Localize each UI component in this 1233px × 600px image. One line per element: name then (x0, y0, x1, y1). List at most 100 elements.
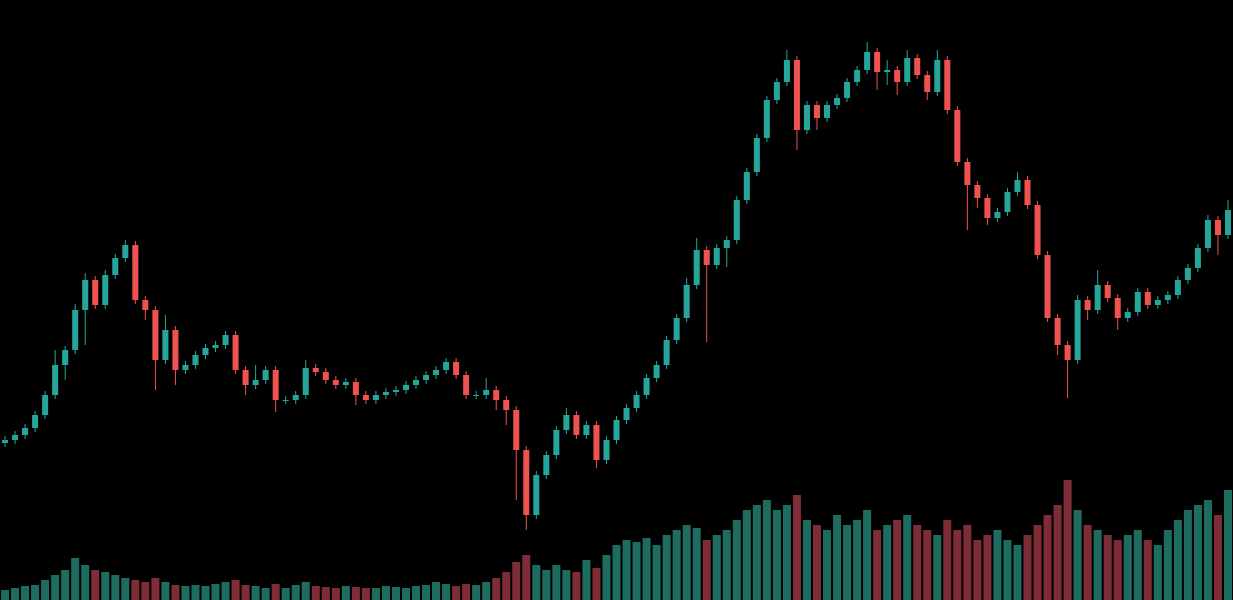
candle-body (894, 70, 901, 82)
volume-bar (973, 540, 982, 600)
volume-bar (271, 584, 280, 600)
candle-body (272, 370, 279, 400)
candle-body (803, 105, 810, 130)
candle-body (342, 382, 349, 385)
candle-body (1104, 285, 1111, 298)
volume-bar (51, 575, 60, 600)
candle-body (1164, 295, 1171, 300)
volume-bar (161, 582, 170, 600)
candle-body (483, 390, 490, 395)
volume-bar (1043, 515, 1052, 600)
volume-bar (1213, 515, 1222, 600)
candle-body (122, 245, 129, 258)
volume-bar (873, 530, 882, 600)
candle-body (503, 400, 510, 410)
volume-bar (762, 500, 771, 600)
candle-body (423, 375, 430, 380)
candle-body (753, 138, 760, 172)
candle-body (232, 335, 239, 370)
candle-body (292, 395, 299, 400)
volume-bar (221, 582, 230, 600)
volume-bar (602, 555, 611, 600)
candle-body (563, 415, 570, 430)
volume-bar (933, 535, 942, 600)
volume-bar (141, 582, 150, 600)
volume-bar (1033, 525, 1042, 600)
volume-bar (923, 530, 932, 600)
candle-body (22, 428, 29, 435)
candle-body (653, 365, 660, 378)
candle-body (262, 370, 269, 380)
candle-body (543, 455, 550, 475)
candle-body (984, 198, 991, 218)
candle-body (443, 362, 450, 370)
candle-body (252, 380, 259, 385)
candle-body (643, 378, 650, 395)
volume-bar (522, 555, 531, 600)
candle-body (1074, 300, 1081, 360)
volume-bar (351, 587, 360, 600)
candle-body (112, 258, 119, 275)
candle-body (553, 430, 560, 455)
candle-body (583, 425, 590, 435)
candle-body (864, 52, 871, 70)
volume-bar (682, 525, 691, 600)
candle-body (1084, 300, 1091, 310)
candle-body (793, 60, 800, 130)
volume-bar (913, 525, 922, 600)
volume-bar (552, 565, 561, 600)
candle-body (874, 52, 881, 72)
candle-body (142, 300, 149, 310)
candle-body (42, 395, 49, 415)
candle-body (493, 390, 500, 400)
volume-bar (502, 572, 511, 600)
volume-bar (622, 540, 631, 600)
volume-bar (863, 510, 872, 600)
volume-bar (662, 535, 671, 600)
volume-bar (843, 525, 852, 600)
volume-bar (752, 505, 761, 600)
volume-bar (432, 582, 441, 600)
volume-bar (1193, 505, 1202, 600)
candle-body (362, 395, 369, 400)
volume-bar (251, 586, 260, 600)
volume-bar (993, 530, 1002, 600)
candle-body (1174, 280, 1181, 295)
candle-body (964, 162, 971, 185)
volume-bar (1133, 530, 1142, 600)
candle-body (32, 415, 39, 428)
volume-bar (742, 510, 751, 600)
volume-bar (281, 588, 290, 600)
candle-body (172, 330, 179, 370)
volume-bar (782, 505, 791, 600)
candle-body (733, 200, 740, 240)
candle-body (533, 475, 540, 515)
volume-bar (371, 588, 380, 600)
volume-bar (1023, 535, 1032, 600)
volume-bar (612, 545, 621, 600)
candle-body (302, 368, 309, 395)
volume-bar (883, 525, 892, 600)
candle-body (593, 425, 600, 460)
volume-bar (833, 515, 842, 600)
volume-bar (632, 542, 641, 600)
candle-body (603, 440, 610, 460)
volume-bar (472, 585, 481, 600)
candle-body (222, 335, 229, 345)
candle-body (824, 105, 831, 118)
volume-bar (562, 570, 571, 600)
candle-body (463, 375, 470, 395)
volume-bar (943, 520, 952, 600)
volume-bar (331, 588, 340, 600)
candle-body (152, 310, 159, 360)
candle-body (312, 368, 319, 372)
volume-bar (512, 562, 521, 600)
volume-bar (672, 530, 681, 600)
candle-body (12, 435, 19, 440)
volume-bar (983, 535, 992, 600)
volume-bar (1163, 530, 1172, 600)
volume-bar (1083, 525, 1092, 600)
candle-body (72, 310, 79, 350)
